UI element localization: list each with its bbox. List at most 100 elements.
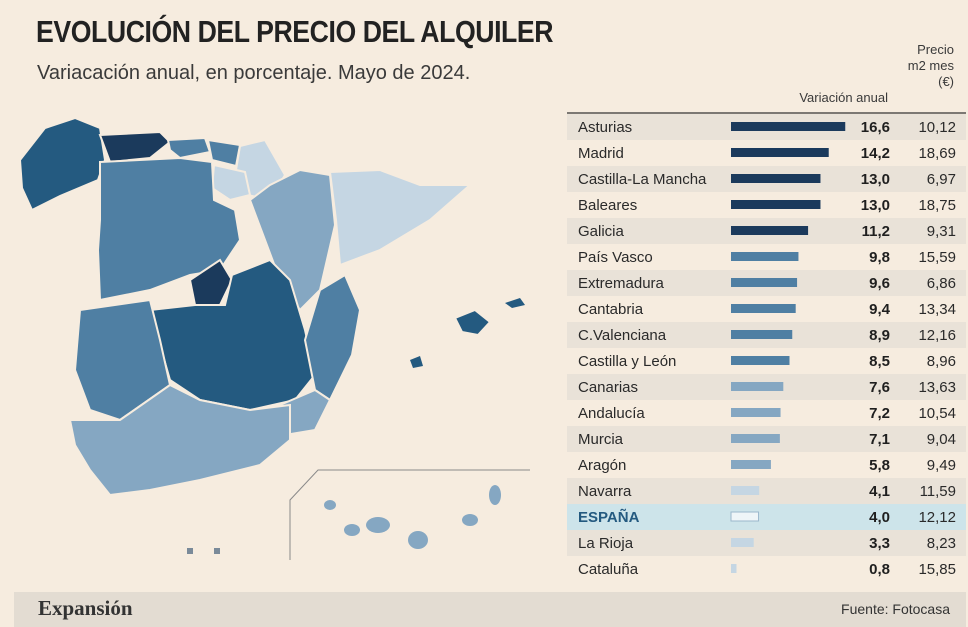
bar (731, 564, 737, 573)
value-label: 13,0 (861, 197, 890, 214)
bar (731, 226, 809, 235)
price-label: 8,23 (927, 535, 956, 552)
category-label: Cantabria (578, 301, 644, 318)
value-label: 4,0 (869, 509, 890, 526)
price-label: 15,59 (918, 249, 956, 266)
price-label: 10,54 (918, 405, 956, 422)
table-row (567, 478, 966, 504)
price-label: 9,04 (927, 431, 956, 448)
bar (731, 538, 754, 547)
category-label: La Rioja (578, 535, 634, 552)
price-header-line-3: (€) (938, 74, 954, 89)
category-label: Galicia (578, 223, 625, 240)
bar (731, 486, 760, 495)
bar (731, 434, 780, 443)
region-c-valenciana (303, 273, 362, 402)
value-label: 14,2 (861, 145, 890, 162)
price-label: 12,16 (918, 327, 956, 344)
bar (731, 252, 799, 261)
region-ceuta (187, 548, 193, 554)
category-label: Andalucía (578, 405, 645, 422)
bar (731, 148, 829, 157)
price-header-line-1: Precio (917, 42, 954, 57)
footer: Expansión Fuente: Fotocasa (14, 592, 966, 627)
value-label: 9,4 (869, 301, 891, 318)
bar (731, 408, 781, 417)
bar (731, 382, 784, 391)
canarias-inset-frame (289, 469, 530, 560)
value-label: 3,3 (869, 535, 890, 552)
price-label: 13,63 (918, 379, 956, 396)
region-andalucia (68, 383, 291, 497)
price-label: 18,75 (918, 197, 956, 214)
region-asturias (98, 130, 172, 164)
category-label: Castilla y León (578, 353, 676, 370)
price-label: 13,34 (918, 301, 956, 318)
brand-logo: Expansión (38, 596, 133, 620)
region-cataluna (328, 168, 473, 267)
price-label: 8,96 (927, 353, 956, 370)
value-label: 7,6 (869, 379, 890, 396)
price-label: 10,12 (918, 119, 956, 136)
bar (731, 460, 771, 469)
region-canarias (324, 485, 501, 549)
category-label: C.Valenciana (578, 327, 667, 344)
region-melilla (214, 548, 220, 554)
region-baleares-ibiza (410, 356, 423, 368)
price-label: 15,85 (918, 561, 956, 578)
category-label: Baleares (578, 197, 637, 214)
price-label: 9,31 (927, 223, 956, 240)
category-label: Madrid (578, 145, 624, 162)
value-label: 7,2 (869, 405, 890, 422)
region-galicia (18, 116, 107, 212)
bar (731, 278, 798, 287)
value-label: 7,1 (869, 431, 890, 448)
category-label: Canarias (578, 379, 638, 396)
price-label: 6,86 (927, 275, 956, 292)
value-label: 8,5 (869, 353, 890, 370)
bar (731, 122, 846, 131)
category-label: Extremadura (578, 275, 665, 292)
region-aragon (248, 168, 337, 312)
value-label: 13,0 (861, 171, 890, 188)
category-label: Navarra (578, 483, 632, 500)
bar (731, 304, 796, 313)
region-baleares (453, 308, 492, 337)
region-baleares-menorca (505, 298, 525, 308)
table-row (567, 530, 966, 556)
source-note: Fuente: Fotocasa (841, 601, 950, 617)
value-label: 11,2 (862, 223, 890, 240)
bar (730, 511, 760, 522)
value-label: 5,8 (869, 457, 890, 474)
value-label: 4,1 (869, 483, 890, 500)
spain-map (18, 116, 530, 560)
category-label: Castilla-La Mancha (578, 171, 707, 188)
price-header: Precio m2 mes (€) (874, 42, 954, 90)
bar (731, 356, 790, 365)
table-row (567, 504, 966, 530)
price-label: 11,59 (920, 483, 956, 500)
value-header: Variación anual (799, 90, 888, 105)
price-label: 18,69 (918, 145, 956, 162)
value-label: 0,8 (869, 561, 890, 578)
bar (731, 200, 821, 209)
region-cantabria (166, 136, 212, 160)
category-label: Cataluña (578, 561, 639, 578)
category-label: Asturias (578, 119, 632, 136)
bar (731, 174, 821, 183)
category-label: Murcia (578, 431, 624, 448)
chart-subtitle: Variacación anual, en porcentaje. Mayo d… (37, 62, 471, 84)
chart-title: EVOLUCIÓN DEL PRECIO DEL ALQUILER (36, 14, 554, 49)
category-label: Aragón (578, 457, 626, 474)
value-label: 8,9 (869, 327, 890, 344)
value-label: 9,8 (869, 249, 890, 266)
value-label: 16,6 (861, 119, 890, 136)
region-madrid (188, 258, 234, 306)
price-label: 12,12 (918, 509, 956, 526)
price-label: 9,49 (927, 457, 956, 474)
price-label: 6,97 (927, 171, 956, 188)
category-label: ESPAÑA (578, 508, 640, 526)
bar (731, 330, 793, 339)
category-label: País Vasco (578, 249, 653, 266)
